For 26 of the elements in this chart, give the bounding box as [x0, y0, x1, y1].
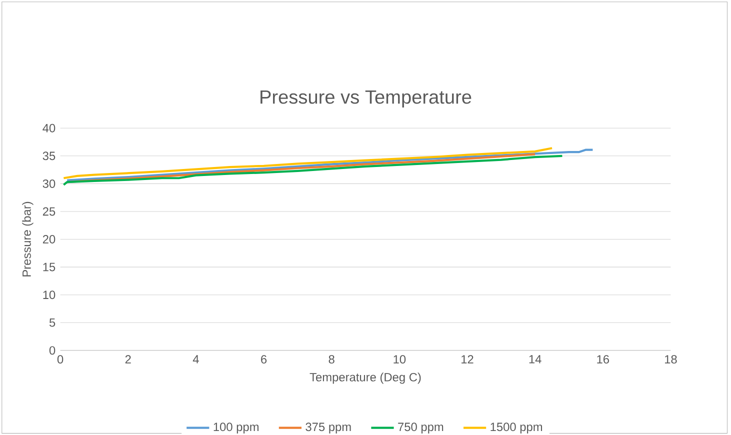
y-axis-title: Pressure (bar) [22, 202, 34, 276]
legend-label: 100 ppm [214, 422, 258, 434]
y-tick-label: 0 [49, 346, 56, 355]
legend-label: 375 ppm [306, 422, 351, 434]
x-axis-title: Temperature (Deg C) [310, 372, 421, 384]
x-tick-label: 18 [665, 355, 677, 364]
x-tick-label: 4 [192, 355, 199, 364]
y-tick-label: 30 [42, 179, 56, 188]
x-tick-label: 8 [328, 355, 334, 364]
y-tick-label: 20 [42, 234, 56, 244]
x-tick-label: 16 [597, 355, 609, 364]
x-tick-label: 12 [462, 355, 474, 364]
x-tick-label: 14 [529, 355, 542, 364]
y-tick-label: 25 [42, 207, 56, 216]
y-tick-label: 40 [42, 124, 56, 132]
x-tick-label: 10 [394, 355, 406, 364]
x-tick-label: 2 [125, 355, 131, 364]
y-tick-label: 10 [43, 290, 56, 299]
y-tick-label: 5 [49, 318, 56, 327]
y-tick-label: 15 [43, 262, 56, 272]
chart-title: Pressure vs Temperature [260, 90, 472, 108]
x-tick-label: 6 [261, 355, 267, 364]
y-tick-label: 35 [42, 152, 56, 160]
legend-label: 750 ppm [398, 422, 444, 434]
x-tick-label: 0 [57, 355, 64, 364]
legend-label: 1500 ppm [490, 422, 542, 434]
